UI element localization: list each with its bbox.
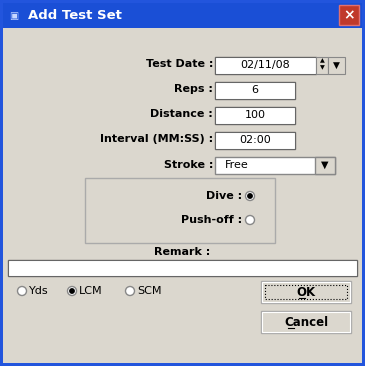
Circle shape <box>68 287 77 295</box>
Text: ×: × <box>343 8 355 22</box>
Text: Remark :: Remark : <box>154 247 210 257</box>
Text: Stroke :: Stroke : <box>164 160 213 170</box>
Bar <box>216 83 294 98</box>
Text: 100: 100 <box>245 110 265 120</box>
Text: LCM: LCM <box>79 286 103 296</box>
Bar <box>215 57 316 74</box>
Text: ▼: ▼ <box>333 60 339 70</box>
Bar <box>261 281 351 303</box>
Text: Free: Free <box>225 160 249 170</box>
Bar <box>328 57 345 74</box>
Bar <box>261 311 351 333</box>
Bar <box>316 57 328 74</box>
Circle shape <box>18 287 27 295</box>
Text: ▲: ▲ <box>320 59 324 63</box>
Bar <box>215 132 295 149</box>
Text: ▼: ▼ <box>321 160 329 170</box>
Text: Reps :: Reps : <box>174 84 213 94</box>
Bar <box>215 157 335 174</box>
Text: ▣: ▣ <box>9 11 19 21</box>
Bar <box>85 178 275 243</box>
Text: Distance :: Distance : <box>150 109 213 119</box>
Text: 02/11/08: 02/11/08 <box>240 60 290 70</box>
Text: 6: 6 <box>251 85 258 95</box>
Text: Add Test Set: Add Test Set <box>28 9 122 22</box>
Text: Yds: Yds <box>29 286 49 296</box>
Text: Dive :: Dive : <box>206 191 242 201</box>
Bar <box>216 108 294 123</box>
Text: Push-off :: Push-off : <box>181 215 242 225</box>
Bar <box>265 285 347 299</box>
Bar <box>215 107 295 124</box>
Text: 02:00: 02:00 <box>239 135 271 145</box>
Bar <box>9 261 356 275</box>
Bar <box>3 3 362 28</box>
Bar <box>262 312 350 332</box>
Circle shape <box>246 191 254 201</box>
Circle shape <box>248 194 252 198</box>
Text: OK: OK <box>296 285 316 299</box>
Circle shape <box>70 289 74 293</box>
Text: SCM: SCM <box>137 286 161 296</box>
Bar <box>216 58 315 73</box>
Circle shape <box>126 287 134 295</box>
Text: Cancel: Cancel <box>284 315 328 329</box>
Text: Interval (MM:SS) :: Interval (MM:SS) : <box>100 134 213 144</box>
Bar <box>315 157 335 174</box>
Bar <box>339 5 359 25</box>
Bar <box>8 260 357 276</box>
Text: ▼: ▼ <box>320 66 324 71</box>
Bar <box>215 82 295 99</box>
Bar <box>216 133 294 148</box>
Bar <box>262 282 350 302</box>
Circle shape <box>246 216 254 224</box>
Text: Test Date :: Test Date : <box>146 59 213 69</box>
